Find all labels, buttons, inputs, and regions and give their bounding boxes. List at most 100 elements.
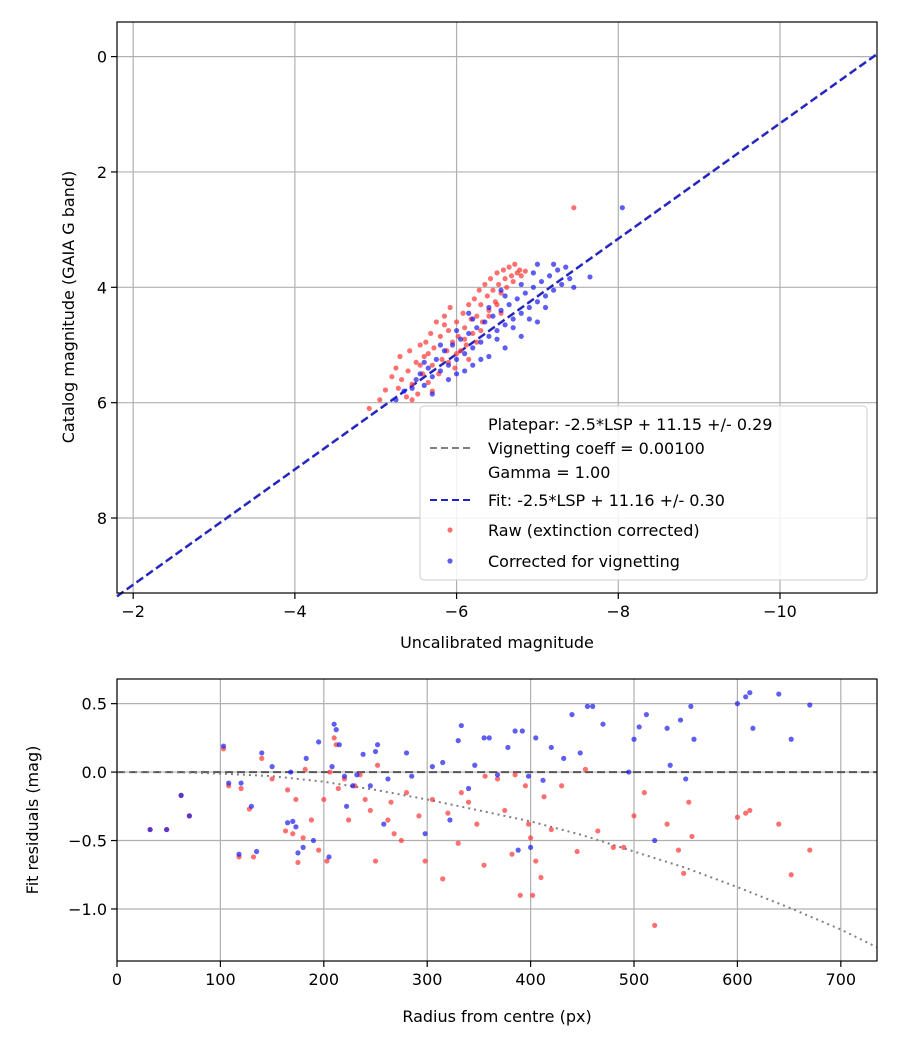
raw-point (295, 859, 301, 866)
raw-point (747, 807, 753, 814)
x-tick-label: −2 (121, 602, 145, 621)
corrected-point (505, 744, 511, 751)
corrected-point (433, 356, 439, 363)
raw-point (458, 790, 464, 796)
raw-point (374, 762, 381, 768)
corrected-point (530, 270, 536, 276)
raw-point (522, 783, 529, 789)
raw-point (582, 766, 589, 772)
corrected-point (186, 813, 192, 819)
raw-point (482, 773, 488, 779)
legend-vignetting: Vignetting coeff = 0.00100 (488, 439, 705, 458)
raw-point (302, 766, 308, 772)
corrected-point (664, 725, 670, 731)
corrected-point (417, 371, 423, 377)
corrected-point (453, 327, 460, 334)
corrected-point (429, 764, 435, 770)
y-tick-label: −1.0 (68, 900, 107, 919)
corrected-point (470, 316, 476, 322)
bottom-x-axis-label: Radius from centre (px) (402, 1007, 591, 1026)
raw-point (528, 835, 534, 841)
corrected-point (688, 703, 694, 709)
corrected-point (510, 325, 516, 331)
raw-point (484, 293, 490, 299)
corrected-point (587, 274, 593, 280)
y-tick-label: 6 (97, 394, 107, 413)
corrected-point (409, 773, 415, 779)
raw-point (548, 826, 554, 833)
corrected-point (374, 742, 381, 748)
corrected-point (559, 281, 565, 288)
corrected-point (248, 803, 255, 809)
raw-point (533, 858, 539, 864)
top-ticks: −2 −4 −6 −8 −10 0 2 4 6 8 (97, 48, 797, 621)
y-tick-label: 0 (97, 48, 107, 67)
top-x-axis-label: Uncalibrated magnitude (400, 633, 594, 652)
raw-point (517, 267, 523, 273)
corrected-point (550, 287, 557, 293)
corrected-point (295, 850, 301, 856)
x-tick-label: −10 (763, 602, 797, 621)
y-tick-label: 2 (97, 163, 107, 182)
raw-point (372, 858, 379, 864)
raw-point (285, 787, 291, 793)
corrected-point (385, 776, 391, 782)
corrected-point (691, 736, 697, 742)
corrected-point (518, 281, 524, 288)
raw-point (405, 368, 411, 374)
legend: Platepar: -2.5*LSP + 11.15 +/- 0.29 Vign… (419, 405, 868, 581)
corrected-point (354, 772, 360, 778)
raw-point (452, 365, 458, 371)
corrected-point (776, 691, 782, 697)
corrected-point (490, 313, 496, 319)
raw-point (293, 796, 299, 803)
bottom-plot-area (117, 679, 877, 961)
raw-point (494, 302, 500, 308)
raw-point (502, 807, 508, 814)
bottom-ticks: 0 100 200 300 400 500 600 700 0.5 0.0 −0.5 −1.0 (68, 695, 856, 989)
raw-point (441, 322, 448, 328)
raw-point (398, 376, 405, 383)
raw-point (460, 310, 466, 316)
raw-point (494, 270, 500, 276)
bottom-reference-lines (117, 771, 878, 949)
raw-point (440, 876, 446, 882)
corrected-point (449, 342, 456, 348)
corrected-point (677, 717, 684, 723)
corrected-point (238, 780, 244, 786)
x-tick-label: 500 (619, 970, 650, 989)
corrected-point (667, 762, 673, 768)
raw-point (429, 796, 435, 803)
y-tick-label: 0.5 (82, 695, 107, 714)
raw-point (478, 327, 484, 334)
raw-point (508, 273, 515, 279)
raw-point (407, 348, 413, 354)
corrected-point (788, 736, 794, 742)
raw-point (512, 261, 518, 267)
raw-point (377, 397, 383, 403)
x-tick-label: 200 (309, 970, 340, 989)
raw-point (496, 281, 502, 288)
raw-point (481, 862, 487, 868)
corrected-point (303, 755, 309, 761)
x-tick-label: 0 (112, 970, 122, 989)
corrected-point (372, 748, 379, 755)
x-tick-label: 700 (826, 970, 857, 989)
corrected-point (472, 762, 478, 768)
raw-point (433, 319, 439, 325)
bottom-scatter-points (147, 690, 813, 929)
legend-raw: Raw (extinction corrected) (488, 521, 700, 540)
raw-point (500, 267, 507, 273)
corrected-point (470, 345, 476, 351)
corrected-point (455, 738, 461, 744)
corrected-point (441, 348, 448, 354)
corrected-point (481, 735, 487, 741)
raw-point (321, 796, 327, 803)
corrected-point (409, 385, 415, 391)
corrected-point (577, 750, 583, 756)
raw-point (441, 313, 448, 319)
corrected-point (336, 742, 342, 748)
corrected-point (458, 336, 464, 342)
corrected-point (743, 694, 749, 700)
raw-point (595, 828, 601, 834)
